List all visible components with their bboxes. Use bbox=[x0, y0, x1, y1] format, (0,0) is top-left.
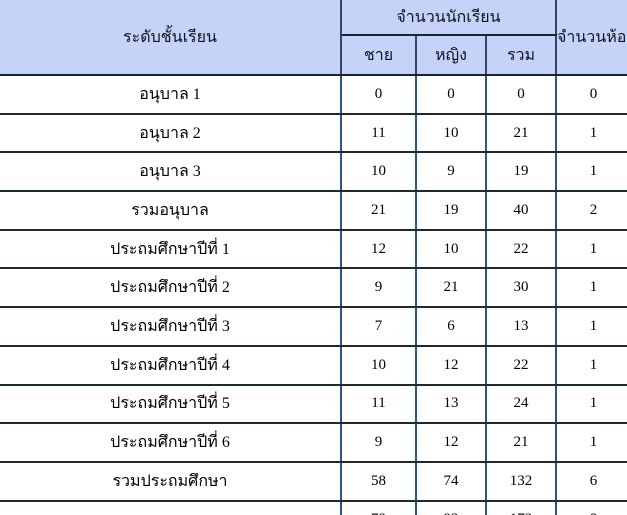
grade-level-cell: ประถมศึกษาปีที่ 1 bbox=[0, 229, 342, 270]
header-row-2: ชาย หญิง รวม bbox=[0, 35, 627, 76]
male-count-cell: 11 bbox=[341, 384, 417, 425]
male-count-cell: 11 bbox=[341, 113, 417, 154]
rooms-count-cell: 1 bbox=[556, 307, 627, 347]
table-body: อนุบาล 1 0 0 0 0 อนุบาล 2 11 10 21 1 อนุ… bbox=[0, 75, 627, 515]
header-students-group: จำนวนนักเรียน bbox=[341, 0, 557, 36]
rooms-count-cell: 6 bbox=[556, 461, 627, 502]
header-rooms: จำนวนห้อง bbox=[556, 0, 627, 76]
female-count-cell: 10 bbox=[416, 229, 487, 270]
header-total: รวม bbox=[486, 35, 557, 76]
female-count-cell: 12 bbox=[416, 345, 487, 386]
grade-level-cell: ประถมศึกษาปีที่ 6 bbox=[0, 423, 342, 463]
grade-level-cell: รวม bbox=[0, 500, 342, 515]
total-count-cell: 24 bbox=[486, 384, 557, 425]
female-count-cell: 9 bbox=[416, 152, 487, 193]
male-count-cell: 9 bbox=[341, 268, 417, 309]
rooms-count-cell: 1 bbox=[556, 423, 627, 463]
grade-level-cell: รวมประถมศึกษา bbox=[0, 461, 342, 502]
total-count-cell: 19 bbox=[486, 152, 557, 193]
female-count-cell: 93 bbox=[416, 500, 487, 515]
rooms-count-cell: 8 bbox=[556, 500, 627, 515]
rooms-count-cell: 0 bbox=[556, 75, 627, 115]
male-count-cell: 58 bbox=[341, 461, 417, 502]
grade-level-cell: ประถมศึกษาปีที่ 3 bbox=[0, 307, 342, 347]
total-count-cell: 30 bbox=[486, 268, 557, 309]
table-row: อนุบาล 3 10 9 19 1 bbox=[0, 152, 627, 193]
female-count-cell: 0 bbox=[416, 75, 487, 115]
total-count-cell: 22 bbox=[486, 345, 557, 386]
male-count-cell: 7 bbox=[341, 307, 417, 347]
female-count-cell: 12 bbox=[416, 423, 487, 463]
table-row: ประถมศึกษาปีที่ 5 11 13 24 1 bbox=[0, 384, 627, 425]
table-row: ประถมศึกษาปีที่ 4 10 12 22 1 bbox=[0, 345, 627, 386]
table-header: ระดับชั้นเรียน จำนวนนักเรียน จำนวนห้อง ช… bbox=[0, 0, 627, 76]
rooms-count-cell: 1 bbox=[556, 113, 627, 154]
rooms-count-cell: 1 bbox=[556, 152, 627, 193]
grade-level-cell: รวมอนุบาล bbox=[0, 191, 342, 231]
table-row: อนุบาล 1 0 0 0 0 bbox=[0, 75, 627, 115]
female-count-cell: 10 bbox=[416, 113, 487, 154]
female-count-cell: 6 bbox=[416, 307, 487, 347]
total-count-cell: 22 bbox=[486, 229, 557, 270]
table-row: รวมอนุบาล 21 19 40 2 bbox=[0, 191, 627, 231]
header-row-1: ระดับชั้นเรียน จำนวนนักเรียน จำนวนห้อง bbox=[0, 0, 627, 76]
male-count-cell: 79 bbox=[341, 500, 417, 515]
grade-level-cell: อนุบาล 1 bbox=[0, 75, 342, 115]
male-count-cell: 9 bbox=[341, 423, 417, 463]
total-count-cell: 132 bbox=[486, 461, 557, 502]
table-row: รวม 79 93 172 8 bbox=[0, 500, 627, 515]
header-male: ชาย bbox=[341, 35, 417, 76]
header-female: หญิง bbox=[416, 35, 487, 76]
table-row: รวมประถมศึกษา 58 74 132 6 bbox=[0, 461, 627, 502]
total-count-cell: 172 bbox=[486, 500, 557, 515]
grade-level-cell: อนุบาล 3 bbox=[0, 152, 342, 193]
grade-level-cell: ประถมศึกษาปีที่ 4 bbox=[0, 345, 342, 386]
table-row: ประถมศึกษาปีที่ 3 7 6 13 1 bbox=[0, 307, 627, 347]
rooms-count-cell: 1 bbox=[556, 345, 627, 386]
female-count-cell: 13 bbox=[416, 384, 487, 425]
total-count-cell: 40 bbox=[486, 191, 557, 231]
female-count-cell: 21 bbox=[416, 268, 487, 309]
table-row: ประถมศึกษาปีที่ 2 9 21 30 1 bbox=[0, 268, 627, 309]
rooms-count-cell: 1 bbox=[556, 229, 627, 270]
grade-level-cell: ประถมศึกษาปีที่ 5 bbox=[0, 384, 342, 425]
male-count-cell: 0 bbox=[341, 75, 417, 115]
rooms-count-cell: 2 bbox=[556, 191, 627, 231]
female-count-cell: 74 bbox=[416, 461, 487, 502]
table-row: อนุบาล 2 11 10 21 1 bbox=[0, 113, 627, 154]
total-count-cell: 21 bbox=[486, 423, 557, 463]
grade-level-cell: อนุบาล 2 bbox=[0, 113, 342, 154]
male-count-cell: 10 bbox=[341, 152, 417, 193]
rooms-count-cell: 1 bbox=[556, 384, 627, 425]
table-row: ประถมศึกษาปีที่ 1 12 10 22 1 bbox=[0, 229, 627, 270]
total-count-cell: 0 bbox=[486, 75, 557, 115]
table-row: ประถมศึกษาปีที่ 6 9 12 21 1 bbox=[0, 423, 627, 463]
male-count-cell: 21 bbox=[341, 191, 417, 231]
rooms-count-cell: 1 bbox=[556, 268, 627, 309]
total-count-cell: 21 bbox=[486, 113, 557, 154]
female-count-cell: 19 bbox=[416, 191, 487, 231]
header-grade-level: ระดับชั้นเรียน bbox=[0, 0, 342, 76]
male-count-cell: 10 bbox=[341, 345, 417, 386]
male-count-cell: 12 bbox=[341, 229, 417, 270]
grade-level-cell: ประถมศึกษาปีที่ 2 bbox=[0, 268, 342, 309]
total-count-cell: 13 bbox=[486, 307, 557, 347]
